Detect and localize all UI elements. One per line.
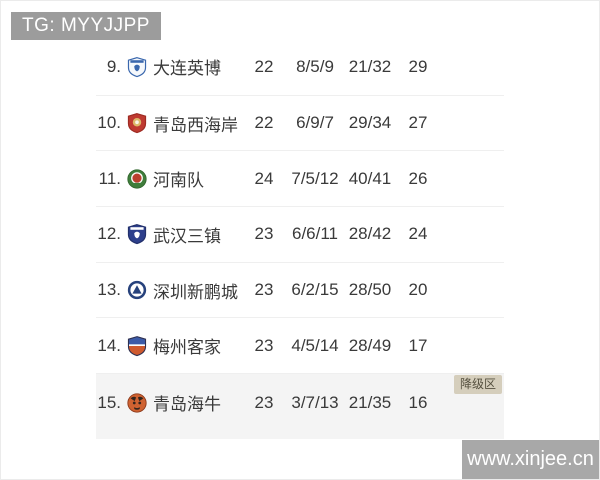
team-name: 青岛西海岸 xyxy=(153,115,238,135)
goals-for-against: 21/32 xyxy=(348,56,392,76)
shenzhen-peng-city-crest xyxy=(124,279,150,301)
points: 16 xyxy=(408,392,428,412)
team-name: 武汉三镇 xyxy=(153,226,221,246)
matches-played: 23 xyxy=(254,280,274,300)
win-draw-loss: 3/7/13 xyxy=(291,392,339,412)
table-row[interactable]: 11. 河南队 24 7/5/12 40/41 26 xyxy=(96,150,504,206)
rank-label: 12. xyxy=(97,224,121,244)
meizhou-hakka-crest xyxy=(124,335,150,357)
wuhan-three-towns-crest xyxy=(124,223,150,245)
team-name: 大连英博 xyxy=(153,59,221,79)
matches-played: 23 xyxy=(254,335,274,355)
dalian-yingbo-crest xyxy=(124,56,150,78)
points: 29 xyxy=(408,56,428,76)
table-row[interactable]: 10. 青岛西海岸 22 6/9/7 29/34 27 xyxy=(96,94,504,151)
rank-label: 11. xyxy=(98,168,121,188)
rank-label: 13. xyxy=(97,280,121,300)
goals-for-against: 28/42 xyxy=(348,224,392,244)
rank-label: 15. xyxy=(97,392,121,412)
table-row[interactable]: 12. 武汉三镇 23 6/6/11 28/42 24 xyxy=(96,206,504,262)
relegation-zone-badge: 降级区 xyxy=(453,375,502,395)
henan-crest xyxy=(124,168,150,190)
points: 20 xyxy=(408,280,428,300)
points: 24 xyxy=(408,224,428,244)
win-draw-loss: 8/5/9 xyxy=(296,56,334,76)
win-draw-loss: 6/6/11 xyxy=(291,224,338,244)
goals-for-against: 28/49 xyxy=(348,335,392,355)
qingdao-west-coast-crest xyxy=(124,112,150,134)
goals-for-against: 29/34 xyxy=(348,113,392,133)
points: 26 xyxy=(408,168,428,188)
matches-played: 22 xyxy=(254,56,274,76)
goals-for-against: 28/50 xyxy=(348,280,392,300)
team-name: 深圳新鹏城 xyxy=(153,282,238,302)
tg-badge: TG: MYYJJPP xyxy=(11,12,161,40)
table-row[interactable]: 13. 深圳新鹏城 23 6/2/15 28/50 20 xyxy=(96,261,504,318)
team-name: 河南队 xyxy=(153,171,204,191)
matches-played: 24 xyxy=(254,168,274,188)
team-name: 青岛海牛 xyxy=(153,395,221,415)
table-row[interactable]: 14. 梅州客家 23 4/5/14 28/49 17 xyxy=(96,317,504,373)
goals-for-against: 40/41 xyxy=(348,168,392,188)
team-name: 梅州客家 xyxy=(153,338,221,358)
matches-played: 22 xyxy=(254,113,274,133)
rank-label: 10. xyxy=(97,113,121,133)
points: 17 xyxy=(408,335,428,355)
win-draw-loss: 7/5/12 xyxy=(291,168,339,188)
win-draw-loss: 4/5/14 xyxy=(291,335,339,355)
table-row[interactable]: 15. 青岛海牛 23 3/7/13 21/35 16 降级区 xyxy=(96,373,504,440)
table-row[interactable]: 9. 大连英博 22 8/5/9 21/32 29 xyxy=(96,39,504,95)
matches-played: 23 xyxy=(254,224,274,244)
league-table: 9. 大连英博 22 8/5/9 21/32 29 10. 青岛西海岸 22 6… xyxy=(96,39,504,440)
goals-for-against: 21/35 xyxy=(348,392,392,412)
win-draw-loss: 6/9/7 xyxy=(296,113,334,133)
rank-label: 9. xyxy=(106,56,121,76)
points: 27 xyxy=(408,113,428,133)
watermark: www.xinjee.cn xyxy=(462,440,599,479)
qingdao-hainiu-crest xyxy=(124,392,150,414)
rank-label: 14. xyxy=(97,335,121,355)
matches-played: 23 xyxy=(254,392,274,412)
win-draw-loss: 6/2/15 xyxy=(291,280,339,300)
